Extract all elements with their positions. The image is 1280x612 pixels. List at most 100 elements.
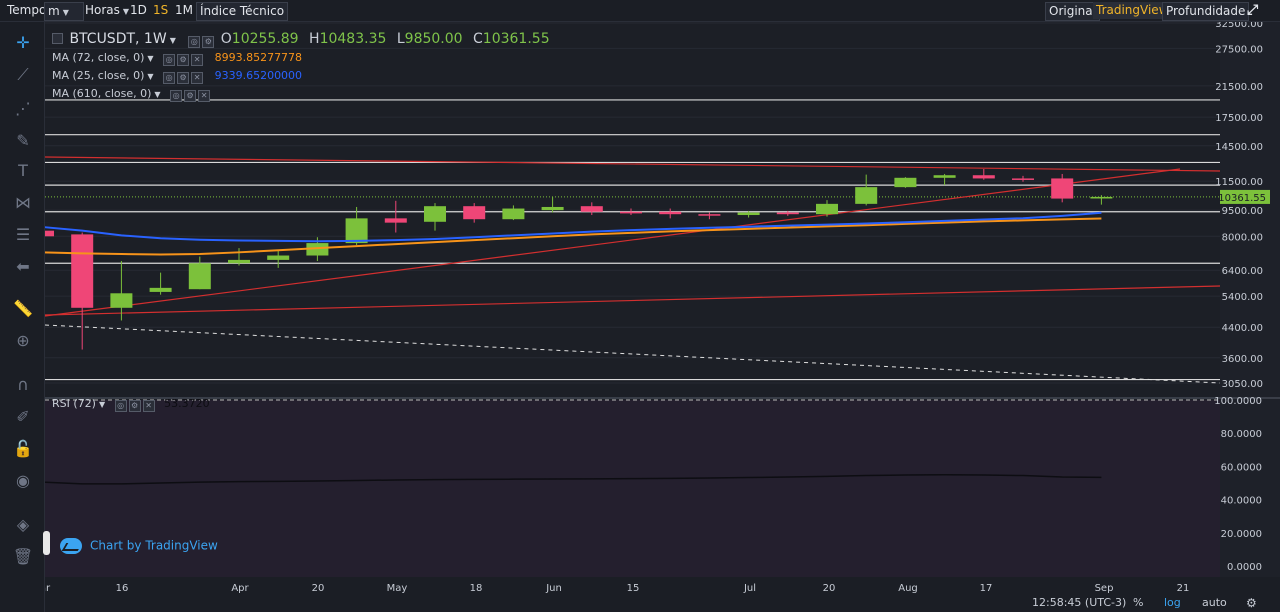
hours-select[interactable]: Horas ▼ [85, 3, 130, 17]
close-small-icon[interactable]: ✕ [198, 90, 211, 102]
price-tick-label: 3050.00 [1222, 379, 1263, 390]
interval-1d[interactable]: 1D [130, 3, 147, 17]
watermark-text: Chart by TradingView [90, 538, 218, 553]
ma25-label[interactable]: MA (25, close, 0) [52, 69, 145, 82]
price-axis [1220, 22, 1280, 577]
price-tick-label: 9500.00 [1222, 206, 1263, 217]
time-tick-label: 20 [823, 583, 836, 594]
price-pane [45, 22, 1220, 397]
gear-small-icon[interactable]: ⚙ [177, 54, 190, 66]
close-small-icon[interactable]: ✕ [191, 54, 204, 66]
time-tick-label: Aug [898, 583, 918, 594]
indicators-button[interactable]: Índice Técnico [196, 2, 289, 21]
gear-small-icon[interactable]: ⚙ [184, 90, 197, 102]
ruler-icon[interactable]: 📏 [13, 299, 33, 318]
top-toolbar: Tempo m ▼ Horas ▼ 1D 1S 1M Índice Técnico … [0, 0, 1280, 22]
close-value: 10361.55 [482, 31, 550, 47]
last-price-label: 10361.55 [1218, 193, 1266, 204]
view-tradingview[interactable]: TradingView [1093, 2, 1172, 19]
view-depth[interactable]: Profundidade [1162, 2, 1250, 21]
lock-drawing-icon[interactable]: ✐ [16, 407, 30, 426]
candle-body [345, 218, 368, 244]
time-label: Tempo [7, 3, 47, 17]
trash-icon[interactable]: 🗑 [12, 547, 34, 566]
eye-small-icon[interactable]: ◎ [163, 72, 176, 84]
time-tick-label: 18 [470, 583, 483, 594]
interval-1m[interactable]: 1M [175, 3, 193, 17]
zoom-icon[interactable]: ⊕ [16, 331, 30, 350]
symbol-title[interactable]: BTCUSDT, 1W [69, 31, 167, 47]
clock-readout: 12:58:45 (UTC-3) [1032, 596, 1127, 609]
chevron-down-icon[interactable]: ▼ [169, 36, 176, 45]
ma72-label[interactable]: MA (72, close, 0) [52, 51, 145, 64]
view-original[interactable]: Original [1045, 2, 1100, 21]
auto-toggle[interactable]: auto [1202, 596, 1227, 609]
ma610-label[interactable]: MA (610, close, 0) [52, 87, 152, 100]
time-tick-label: 15 [627, 583, 640, 594]
prediction-icon[interactable]: ☰ [15, 225, 31, 244]
trendline-icon[interactable]: ⟋ [17, 65, 29, 84]
time-tick-label: 21 [1177, 583, 1190, 594]
collapse-icon[interactable] [52, 33, 63, 44]
eye-small-icon[interactable]: ◎ [114, 400, 127, 412]
candle-body [306, 243, 329, 256]
crosshair-icon[interactable]: ✛ [16, 33, 30, 52]
candle-body [620, 211, 642, 214]
close-small-icon[interactable]: ✕ [142, 400, 155, 412]
back-arrow-icon[interactable]: ⬅ [16, 257, 30, 276]
candle-body [541, 206, 564, 211]
candle-body [894, 177, 917, 188]
time-axis [45, 577, 1280, 612]
gear-small-icon[interactable]: ⚙ [177, 72, 190, 84]
fib-icon[interactable]: ⋰ [15, 99, 31, 118]
percent-toggle[interactable]: % [1133, 596, 1144, 609]
gear-small-icon[interactable]: ⚙ [128, 400, 141, 412]
ma25-legend: MA (25, close, 0) ▼ ◎ ⚙ ✕ 9339.65200000 [52, 69, 302, 84]
trend-lines [44, 156, 1221, 384]
toolbar-collapse-handle[interactable] [43, 531, 50, 555]
eye-small-icon[interactable]: ◎ [188, 36, 201, 48]
fullscreen-icon[interactable]: ⤢ [1247, 2, 1259, 18]
price-tick-label: 6400.00 [1222, 266, 1263, 277]
eye-icon[interactable]: ◉ [16, 471, 30, 490]
rsi-label[interactable]: RSI (72) [52, 397, 96, 410]
layers-icon[interactable]: ◈ [16, 515, 30, 534]
chevron-down-icon[interactable]: ▼ [154, 90, 161, 99]
price-tick-label: 14500.00 [1215, 142, 1263, 153]
drawing-toolbar: ✛ ⟋ ⋰ ✎ T ⋈ ☰ ⬅ 📏 ⊕ ∩ ✐ 🔓 ◉ ◈ 🗑 [0, 22, 45, 612]
rsi-legend: RSI (72) ▼ ◎ ⚙ ✕ 53.3720 [52, 397, 210, 412]
lock-icon[interactable]: 🔓 [13, 439, 33, 458]
time-tick-label: 16 [116, 583, 129, 594]
interval-select[interactable]: m ▼ [44, 2, 84, 21]
chevron-down-icon: ▼ [62, 8, 69, 17]
magnet-icon[interactable]: ∩ [17, 375, 29, 394]
close-small-icon[interactable]: ✕ [191, 72, 204, 84]
time-tick-label: 17 [980, 583, 993, 594]
chevron-down-icon[interactable]: ▼ [147, 72, 154, 81]
ma610-legend: MA (610, close, 0) ▼ ◎ ⚙ ✕ [52, 87, 212, 102]
price-tick-label: 5400.00 [1222, 292, 1263, 303]
rsi-pane [45, 400, 1220, 577]
eye-small-icon[interactable]: ◎ [163, 54, 176, 66]
log-toggle[interactable]: log [1164, 596, 1181, 609]
rsi-tick-label: 80.0000 [1221, 429, 1262, 440]
text-icon[interactable]: T [18, 161, 28, 180]
symbol-legend: BTCUSDT, 1W ▼ ◎ ⚙ O10255.89 H10483.35 L985… [52, 31, 550, 48]
open-value: 10255.89 [231, 31, 299, 47]
eye-small-icon[interactable]: ◎ [170, 90, 183, 102]
chevron-down-icon[interactable]: ▼ [98, 400, 106, 409]
tradingview-watermark[interactable]: Chart by TradingView [60, 538, 218, 554]
chevron-down-icon[interactable]: ▼ [147, 54, 154, 63]
pattern-icon[interactable]: ⋈ [15, 193, 31, 212]
high-label: H [309, 31, 320, 47]
brush-icon[interactable]: ✎ [16, 131, 30, 150]
time-tick-label: Sep [1095, 583, 1114, 594]
candle-body [463, 206, 486, 220]
gear-small-icon[interactable]: ⚙ [202, 36, 215, 48]
price-tick-label: 17500.00 [1215, 113, 1263, 124]
time-tick-label: Jul [743, 583, 756, 594]
close-label: C [473, 31, 483, 47]
interval-1s[interactable]: 1S [153, 3, 169, 17]
gear-icon[interactable]: ⚙ [1246, 596, 1257, 610]
